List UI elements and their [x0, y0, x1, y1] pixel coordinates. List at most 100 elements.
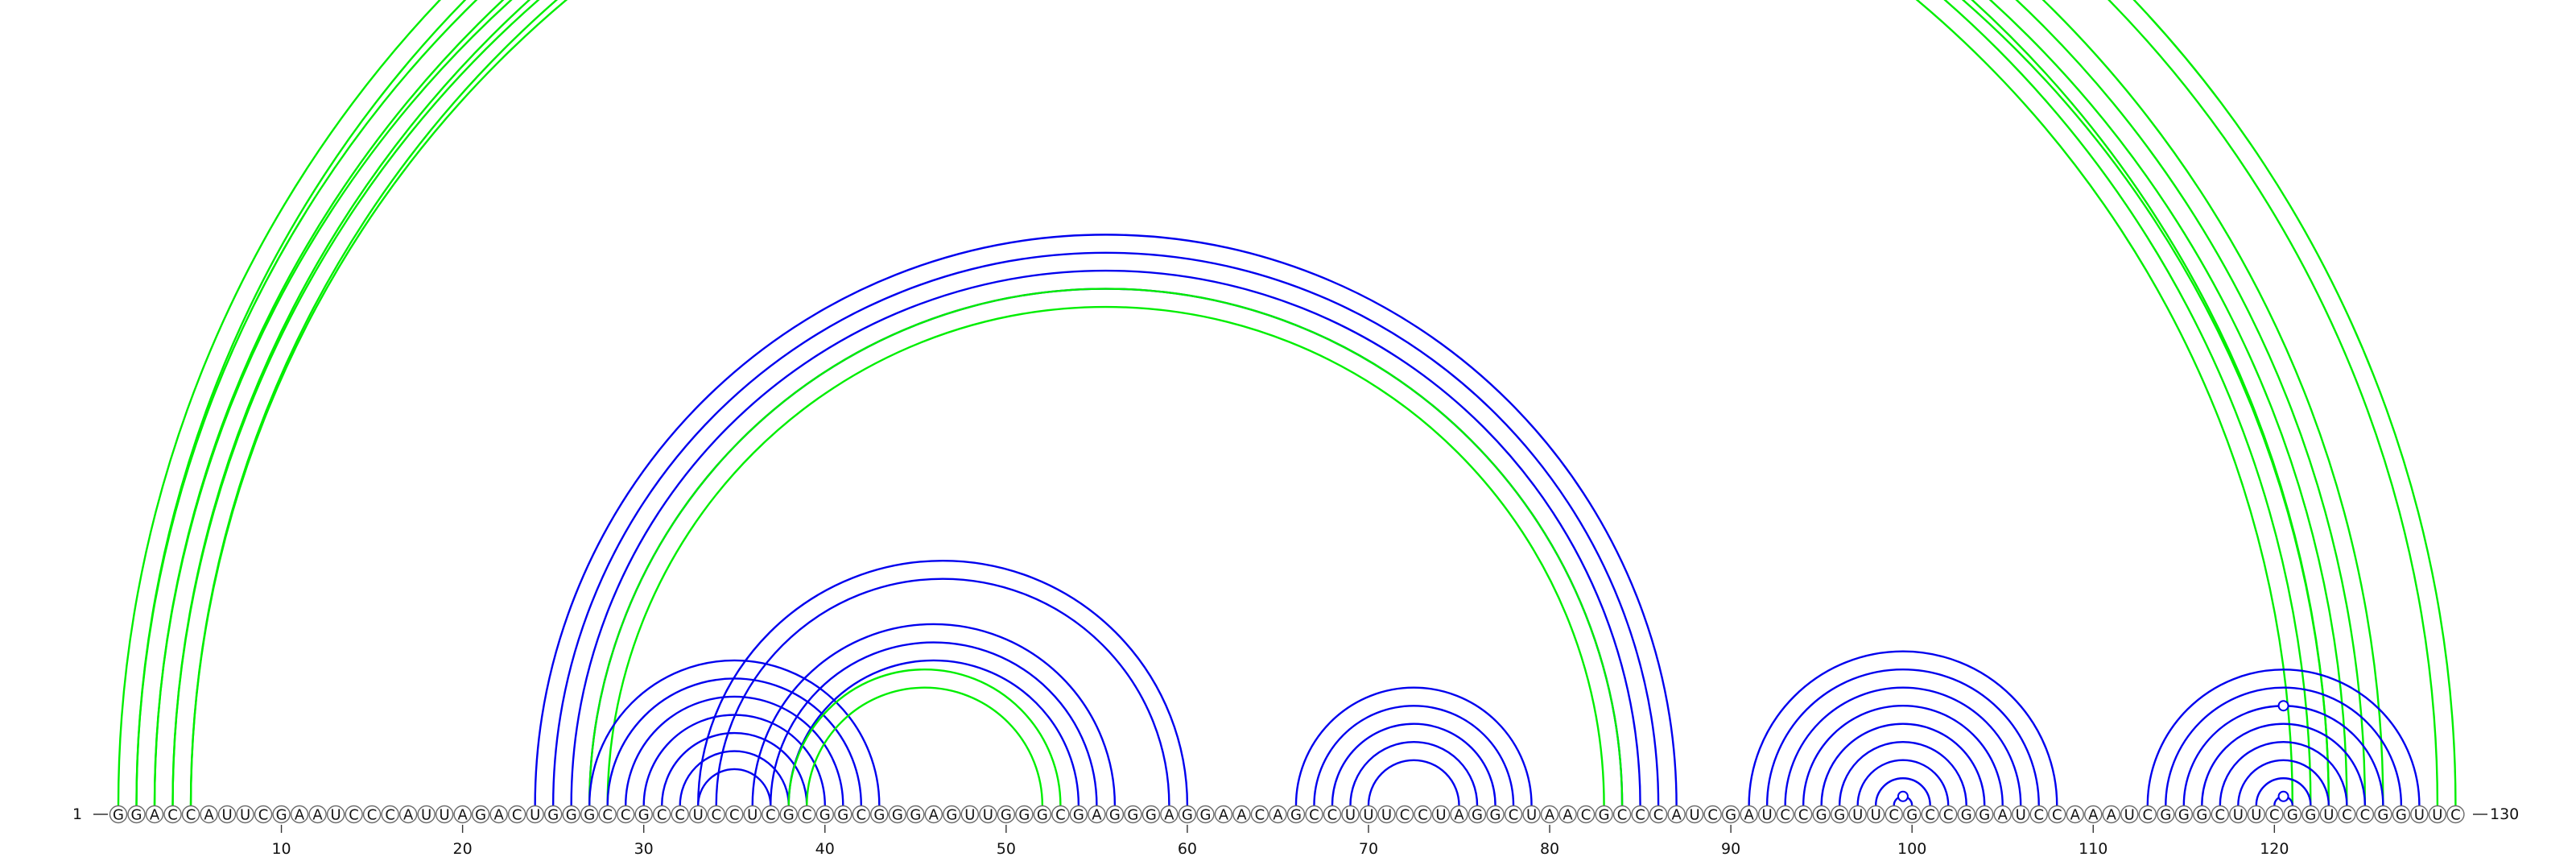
base-pair-arc-4-122	[171, 0, 2312, 806]
nucleotide-circle	[779, 805, 798, 824]
nucleotide-circle	[127, 805, 146, 824]
nucleotide-circle	[308, 805, 327, 824]
nucleotide-57: G	[1124, 805, 1142, 824]
base-pair-arc-38-54	[787, 660, 1080, 806]
nucleotide-3: A	[145, 805, 164, 824]
nucleotide-letter: U	[530, 807, 540, 824]
nucleotide-67: C	[1305, 805, 1323, 824]
nucleotide-circle	[2012, 805, 2030, 824]
nucleotide-circle	[1395, 805, 1414, 824]
nucleotide-94: C	[1794, 805, 1813, 824]
nucleotide-circle	[1160, 805, 1179, 824]
base-pair-arc-118-123	[2237, 760, 2330, 806]
nucleotide-circle	[417, 805, 436, 824]
nucleotide-95: G	[1812, 805, 1831, 824]
nucleotide-33: U	[689, 805, 708, 824]
nucleotide-112: U	[2120, 805, 2139, 824]
nucleotide-letter: G	[1018, 807, 1030, 824]
nucleotide-circle	[1015, 805, 1034, 824]
nucleotide-114: G	[2157, 805, 2175, 824]
nucleotide-circle	[2428, 805, 2447, 824]
nucleotide-letter: A	[1454, 807, 1464, 824]
nucleotide-circle	[1414, 805, 1432, 824]
nucleotide-65: A	[1269, 805, 1287, 824]
nucleotide-53: C	[1051, 805, 1070, 824]
base-pair-arc-27-43	[588, 660, 881, 806]
nucleotide-letter: G	[547, 807, 559, 824]
base-pair-arc-5-121	[191, 0, 2293, 805]
nucleotide-circle	[634, 805, 653, 824]
nucleotide-7: U	[217, 805, 237, 824]
nucleotide-circle	[236, 805, 254, 824]
base-pair-arc-28-83	[608, 307, 1604, 805]
nucleotide-letter: G	[1073, 807, 1084, 824]
nucleotide-circle	[1450, 805, 1468, 824]
nucleotide-circle	[2338, 805, 2356, 824]
position-axis: 10 20 30 40 50 60 70 80 90 100 110 120	[271, 825, 2289, 857]
nucleotide-circle	[1794, 805, 1813, 824]
nucleotide-121: G	[2283, 805, 2302, 824]
nucleotide-letter: U	[2251, 807, 2261, 824]
nucleotide-circle	[870, 805, 889, 824]
nucleotide-49: U	[979, 805, 997, 824]
nucleotide-letter: G	[783, 807, 795, 824]
nucleotide-circle	[1214, 805, 1233, 824]
nucleotide-letter: G	[1146, 807, 1157, 824]
nucleotide-circle	[200, 805, 218, 824]
nucleotide-letter: G	[113, 807, 124, 824]
nucleotide-letter: U	[1345, 807, 1356, 824]
nucleotide-circle	[580, 805, 599, 824]
nucleotide-circle	[2265, 805, 2284, 824]
nucleotide-circle	[1468, 805, 1487, 824]
base-pair-arc-91-108	[1748, 650, 2058, 806]
base-pair-arc-3-123	[155, 0, 2329, 805]
nucleotide-letter: U	[2414, 807, 2425, 824]
nucleotide-circle	[562, 805, 580, 824]
nucleotide-circle	[1377, 805, 1396, 824]
nucleotide-letter: U	[1363, 807, 1373, 824]
tick-label: 90	[1721, 840, 1740, 857]
nucleotide-126: G	[2374, 805, 2392, 824]
tick-label: 110	[2079, 840, 2107, 857]
nucleotide-circle	[997, 805, 1016, 824]
nucleotide-circle	[1124, 805, 1142, 824]
base-pair-arc-31-39	[661, 731, 808, 806]
nucleotide-61: G	[1196, 805, 1215, 824]
nucleotide-letter: G	[1037, 807, 1048, 824]
nucleotide-letter: A	[1092, 807, 1102, 824]
arc-apex-marker-19	[2277, 790, 2289, 802]
nucleotide-letter: G	[2178, 807, 2190, 824]
nucleotide-letter: G	[2196, 807, 2207, 824]
nucleotide-63: A	[1232, 805, 1251, 824]
nucleotide-circle	[2193, 805, 2211, 824]
nucleotide-89: C	[1703, 805, 1722, 824]
base-pair-arc-39-52	[806, 687, 1044, 806]
base-pair-arc-97-102	[1856, 759, 1950, 806]
nucleotide-letter: G	[819, 807, 831, 824]
nucleotide-letter: C	[1055, 807, 1066, 824]
base-pair-arc-33-60	[698, 561, 1187, 805]
nucleotide-circle	[1866, 805, 1885, 824]
nucleotide-circle	[1667, 805, 1686, 824]
nucleotide-letter: C	[186, 807, 196, 824]
nucleotide-letter: C	[2033, 807, 2044, 824]
nucleotide-letter: G	[2305, 807, 2316, 824]
nucleotide-81: A	[1558, 805, 1577, 824]
nucleotide-46: A	[924, 805, 943, 824]
nucleotide-circle	[1359, 805, 1378, 824]
nucleotide-letter: G	[475, 807, 486, 824]
nucleotide-letter: G	[910, 807, 921, 824]
nucleotide-circle	[1740, 805, 1758, 824]
nucleotide-23: C	[507, 805, 526, 824]
nucleotide-letter: U	[221, 807, 232, 824]
nucleotide-50: G	[997, 805, 1016, 824]
base-pair-arc-4-124	[173, 0, 2347, 805]
nucleotide-75: A	[1450, 805, 1468, 824]
nucleotide-letter: C	[856, 807, 866, 824]
nucleotide-letter: U	[2124, 807, 2135, 824]
nucleotide-circle	[543, 805, 563, 824]
base-pair-arc-36-56	[751, 623, 1117, 806]
nucleotide-62: A	[1214, 805, 1233, 824]
nucleotide-letter: C	[1925, 807, 1935, 824]
